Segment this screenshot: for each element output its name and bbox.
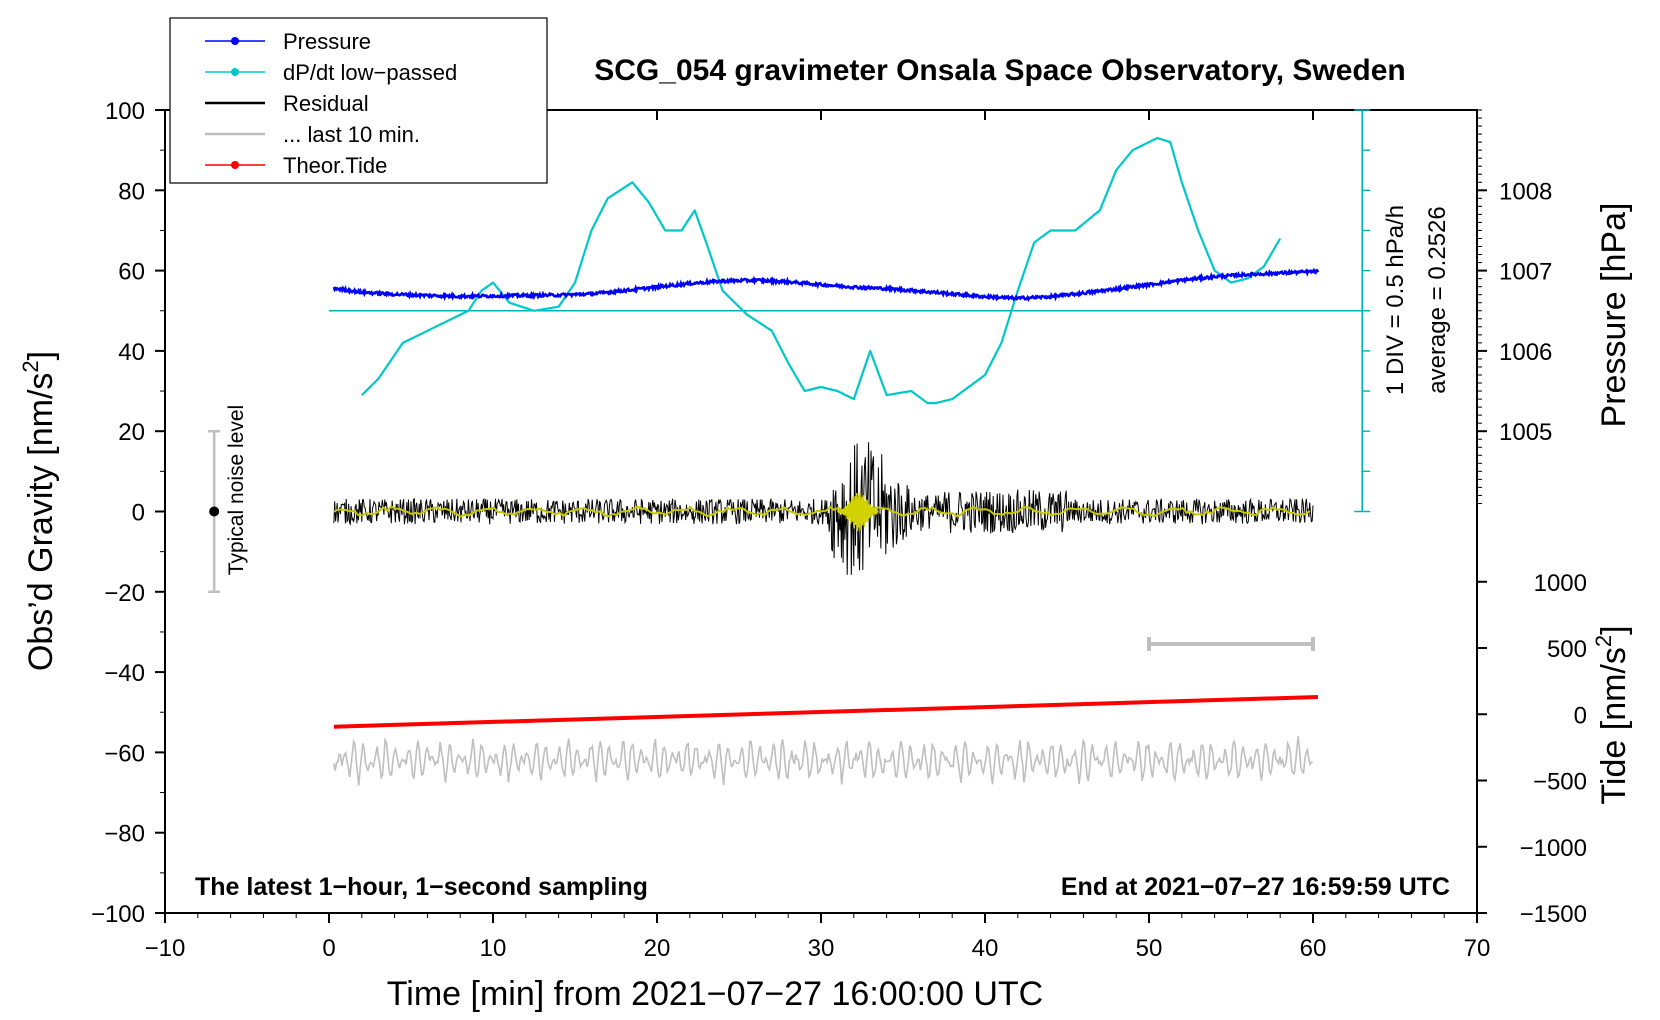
tide-axis-label: Tide [nm/s2] [1591, 625, 1633, 804]
pressure-tick-labels: 1005 1006 1007 1008 [1499, 178, 1552, 446]
y-tick-label: −100 [91, 901, 145, 928]
pressure-tick-label: 1008 [1499, 178, 1552, 205]
y-tick-label: 0 [132, 500, 145, 527]
pressure-tick-label: 1005 [1499, 419, 1552, 446]
series-group [332, 137, 1320, 786]
pressure-axis-label: Pressure [hPa] [1595, 203, 1633, 428]
x-tick-label: −10 [145, 935, 186, 962]
y-tick-label: −80 [104, 821, 145, 848]
noise-level-label: Typical noise level [225, 405, 248, 575]
y-tick-labels: −100 −80 −60 −40 −20 0 20 40 60 80 100 [91, 98, 145, 928]
x-tick-label: 70 [1464, 935, 1491, 962]
y-tick-label: −60 [104, 740, 145, 767]
noise-bar-center [209, 506, 220, 517]
pressure-line [332, 267, 1320, 302]
legend: Pressure dP/dt low−passed Residual ... last… [169, 17, 548, 184]
legend-label: dP/dt low−passed [283, 60, 457, 85]
residual-line [333, 442, 1314, 575]
residual-burst-highlight [836, 492, 879, 532]
residual-smoothed-line [333, 505, 1311, 518]
legend-label: Theor.Tide [283, 153, 387, 178]
dpdt-average-label: average = 0.2526 [1424, 206, 1451, 394]
tide-tick-labels: 1000 500 0 −500 −1000 −1500 [1520, 570, 1587, 928]
tide-tick-label: 500 [1547, 636, 1587, 663]
legend-marker [231, 161, 239, 169]
dpdt-scale-label: 1 DIV = 0.5 hPa/h [1382, 205, 1409, 395]
y-tick-label: −20 [104, 580, 145, 607]
x-tick-label: 10 [480, 935, 507, 962]
y-tick-label: 40 [118, 339, 145, 366]
theor-tide-line [333, 695, 1318, 729]
x-tick-label: 40 [972, 935, 999, 962]
x-axis-label: Time [min] from 2021−07−27 16:00:00 UTC [387, 975, 1043, 1013]
y-tick-label: 100 [105, 98, 145, 125]
x-tick-label: 20 [644, 935, 671, 962]
legend-marker [231, 37, 239, 45]
y-tick-label: 80 [118, 178, 145, 205]
pressure-tick-label: 1006 [1499, 339, 1552, 366]
y-tick-label: 60 [118, 259, 145, 286]
tide-tick-label: −1000 [1520, 835, 1587, 862]
legend-marker [231, 68, 239, 76]
y-axis-label: Obs’d Gravity [nm/s2] [18, 351, 60, 671]
end-time-annotation: End at 2021−07−27 16:59:59 UTC [1061, 873, 1450, 901]
noise-level-bar [208, 429, 221, 594]
axis-ticks [155, 109, 1487, 923]
x-tick-labels: −10 0 10 20 30 40 50 60 70 [145, 935, 1491, 962]
tide-tick-label: 0 [1574, 702, 1587, 729]
y-tick-label: −40 [104, 660, 145, 687]
chart-title: SCG_054 gravimeter Onsala Space Observat… [594, 54, 1406, 87]
pressure-tick-label: 1007 [1499, 259, 1552, 286]
x-tick-label: 60 [1300, 935, 1327, 962]
x-tick-label: 0 [322, 935, 335, 962]
dpdt-line [361, 137, 1282, 405]
x-tick-label: 30 [808, 935, 835, 962]
tide-tick-label: −500 [1533, 769, 1587, 796]
x-tick-label: 50 [1136, 935, 1163, 962]
dpdt-scale [329, 109, 1371, 513]
y-tick-label: 20 [118, 419, 145, 446]
last-10-min-line [333, 736, 1313, 786]
legend-label: Residual [283, 91, 369, 116]
tide-tick-label: 1000 [1534, 570, 1587, 597]
sampling-annotation: The latest 1−hour, 1−second sampling [195, 873, 648, 901]
legend-label: ... last 10 min. [283, 122, 420, 147]
legend-box [169, 17, 548, 184]
legend-label: Pressure [283, 29, 371, 54]
tide-tick-label: −1500 [1520, 901, 1587, 928]
